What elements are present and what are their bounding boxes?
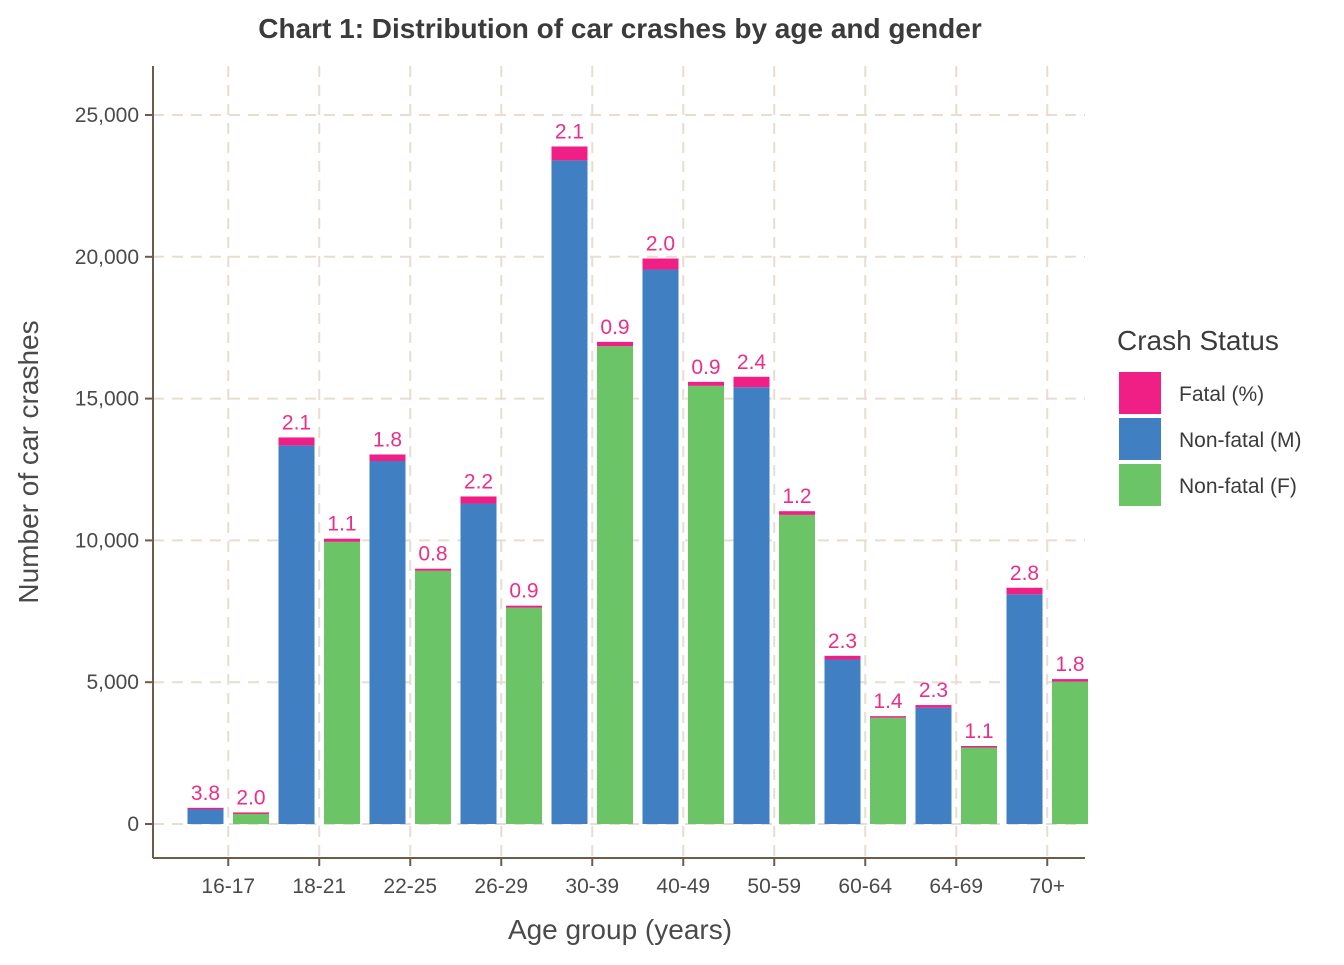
bar-nonfatal-m — [824, 659, 861, 824]
bars — [187, 146, 1088, 825]
legend-label: Non-fatal (F) — [1179, 475, 1297, 498]
x-tick-label: 64-69 — [929, 875, 983, 898]
bar-fatal — [597, 341, 633, 347]
legend-swatch — [1119, 418, 1161, 460]
bar-nonfatal-m — [733, 387, 770, 824]
bar-nonfatal-f — [779, 514, 815, 824]
fatal-pct-label: 2.0 — [236, 786, 265, 809]
bar-nonfatal-f — [597, 346, 633, 824]
bar-fatal — [688, 381, 724, 386]
bar-fatal — [187, 807, 224, 810]
x-tick-label: 40-49 — [656, 875, 710, 898]
legend: Crash Status Fatal (%) Non-fatal (M) Non-f… — [1117, 325, 1302, 506]
bar-fatal — [642, 258, 679, 270]
bar-fatal — [1006, 587, 1043, 595]
x-tick-label: 16-17 — [201, 875, 255, 898]
fatal-pct-label: 1.4 — [873, 690, 903, 713]
y-axis-title: Number of car crashes — [13, 320, 44, 603]
bar-nonfatal-m — [187, 808, 224, 824]
x-tick-label: 26-29 — [474, 875, 528, 898]
bar-nonfatal-m — [460, 503, 497, 824]
bar-nonfatal-f — [506, 607, 542, 824]
fatal-pct-label: 0.9 — [509, 580, 538, 603]
fatal-pct-label: 1.2 — [782, 485, 811, 508]
bar-nonfatal-m — [551, 160, 588, 825]
bar-fatal — [278, 437, 315, 446]
bar-fatal — [961, 746, 997, 748]
bar-fatal — [915, 705, 952, 708]
legend-title: Crash Status — [1117, 325, 1279, 356]
fatal-pct-label: 3.8 — [191, 782, 220, 805]
y-tick-label: 10,000 — [75, 529, 139, 552]
chart-title: Chart 1: Distribution of car crashes by … — [258, 13, 982, 44]
bar-nonfatal-m — [915, 707, 952, 824]
bar-nonfatal-f — [415, 570, 451, 824]
bar-fatal — [506, 605, 542, 608]
fatal-pct-label: 0.9 — [600, 316, 629, 339]
y-tick-label: 15,000 — [75, 388, 139, 411]
x-tick-label: 50-59 — [747, 875, 801, 898]
fatal-pct-label: 2.0 — [646, 233, 675, 256]
fatal-pct-label: 1.1 — [964, 720, 993, 743]
x-tick-label: 18-21 — [292, 875, 346, 898]
bar-fatal — [233, 812, 269, 814]
bar-fatal — [369, 454, 406, 461]
fatal-pct-label: 2.2 — [464, 470, 493, 493]
bar-nonfatal-m — [369, 460, 406, 824]
bar-nonfatal-f — [961, 746, 997, 824]
legend-swatch — [1119, 372, 1161, 414]
y-tick-label: 25,000 — [75, 104, 139, 127]
fatal-pct-label: 0.8 — [418, 543, 447, 566]
bar-fatal — [1052, 679, 1088, 682]
bar-fatal — [551, 146, 588, 161]
fatal-pct-label: 2.8 — [1010, 562, 1039, 585]
y-tick-label: 20,000 — [75, 246, 139, 269]
bar-fatal — [870, 716, 906, 718]
fatal-pct-label: 2.1 — [555, 120, 584, 143]
data-labels: 3.8 2.0 2.1 1.1 1.8 0.8 2.2 0.9 2.1 0.9 2.0 0.9 2.4 1… — [191, 120, 1085, 809]
y-tick-label: 0 — [127, 813, 139, 836]
fatal-pct-label: 1.1 — [327, 513, 356, 536]
fatal-pct-label: 2.1 — [282, 411, 311, 434]
x-axis-title: Age group (years) — [508, 914, 732, 945]
fatal-pct-label: 0.9 — [691, 356, 720, 379]
bar-nonfatal-f — [870, 717, 906, 824]
fatal-pct-label: 2.3 — [828, 630, 857, 653]
bar-fatal — [824, 655, 861, 660]
x-tick-label: 60-64 — [838, 875, 892, 898]
bar-fatal — [415, 568, 451, 571]
bar-fatal — [779, 511, 815, 515]
x-tick-label: 30-39 — [565, 875, 619, 898]
x-tick-label: 22-25 — [383, 875, 437, 898]
bar-fatal — [324, 538, 360, 542]
bar-nonfatal-f — [324, 541, 360, 824]
x-tick-label: 70+ — [1029, 875, 1065, 898]
bar-nonfatal-f — [1052, 681, 1088, 824]
fatal-pct-label: 2.4 — [737, 351, 767, 374]
fatal-pct-label: 2.3 — [919, 679, 948, 702]
bar-fatal — [733, 376, 770, 388]
bar-nonfatal-f — [233, 812, 269, 824]
fatal-pct-label: 1.8 — [373, 428, 402, 451]
legend-label: Non-fatal (M) — [1179, 429, 1302, 452]
legend-label: Fatal (%) — [1179, 383, 1264, 406]
bar-fatal — [460, 496, 497, 504]
y-tick-label: 5,000 — [86, 671, 139, 694]
bar-nonfatal-f — [688, 385, 724, 824]
legend-swatch — [1119, 464, 1161, 506]
bar-nonfatal-m — [1006, 594, 1043, 824]
fatal-pct-label: 1.8 — [1055, 653, 1084, 676]
bar-nonfatal-m — [642, 269, 679, 824]
bar-nonfatal-m — [278, 445, 315, 824]
axes: 0 5,000 10,000 15,000 20,000 25,000 16-17 18-21… — [75, 66, 1085, 898]
